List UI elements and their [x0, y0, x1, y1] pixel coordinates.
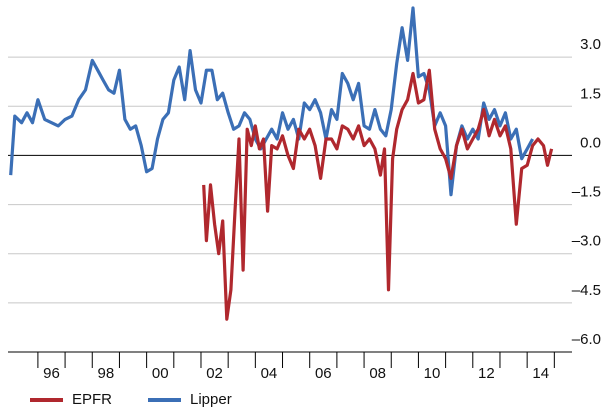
y-tick-label: –4.5 [572, 282, 601, 299]
x-tick-label: 08 [369, 365, 386, 382]
y-tick-label: 0.0 [580, 134, 601, 151]
y-tick-label: 1.5 [580, 85, 601, 102]
x-tick-label: 96 [43, 365, 60, 382]
x-tick-label: 14 [532, 365, 549, 382]
x-tick-label: 02 [206, 365, 223, 382]
legend-label: EPFR [72, 391, 112, 408]
series-line [202, 68, 554, 321]
x-tick-label: 98 [98, 365, 115, 382]
y-tick-label: 3.0 [580, 36, 601, 53]
x-tick-label: 06 [315, 365, 332, 382]
plot-area [9, 6, 554, 321]
legend-label: Lipper [190, 391, 232, 408]
series-line [9, 6, 535, 197]
y-tick-label: –1.5 [572, 184, 601, 201]
x-tick-label: 10 [424, 365, 441, 382]
x-tick-label: 12 [478, 365, 495, 382]
y-tick-label: –6.0 [572, 331, 601, 348]
y-tick-label: –3.0 [572, 233, 601, 250]
x-tick-label: 04 [261, 365, 278, 382]
x-tick-label: 00 [152, 365, 169, 382]
